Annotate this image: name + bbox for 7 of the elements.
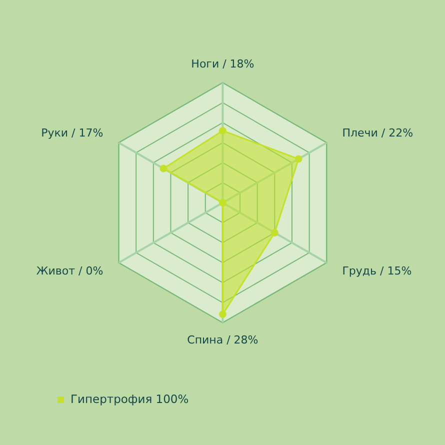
spoke-label: Грудь / 15% (342, 264, 412, 278)
spoke-label: Ноги / 18% (191, 58, 254, 71)
spoke-label: Спина / 28% (187, 334, 258, 347)
legend-label: Гипертрофия 100% (70, 392, 189, 406)
spoke-label: Живот / 0% (36, 264, 104, 278)
spoke-label: Плечи / 22% (342, 126, 414, 140)
spoke-label: Руки / 17% (41, 126, 104, 140)
